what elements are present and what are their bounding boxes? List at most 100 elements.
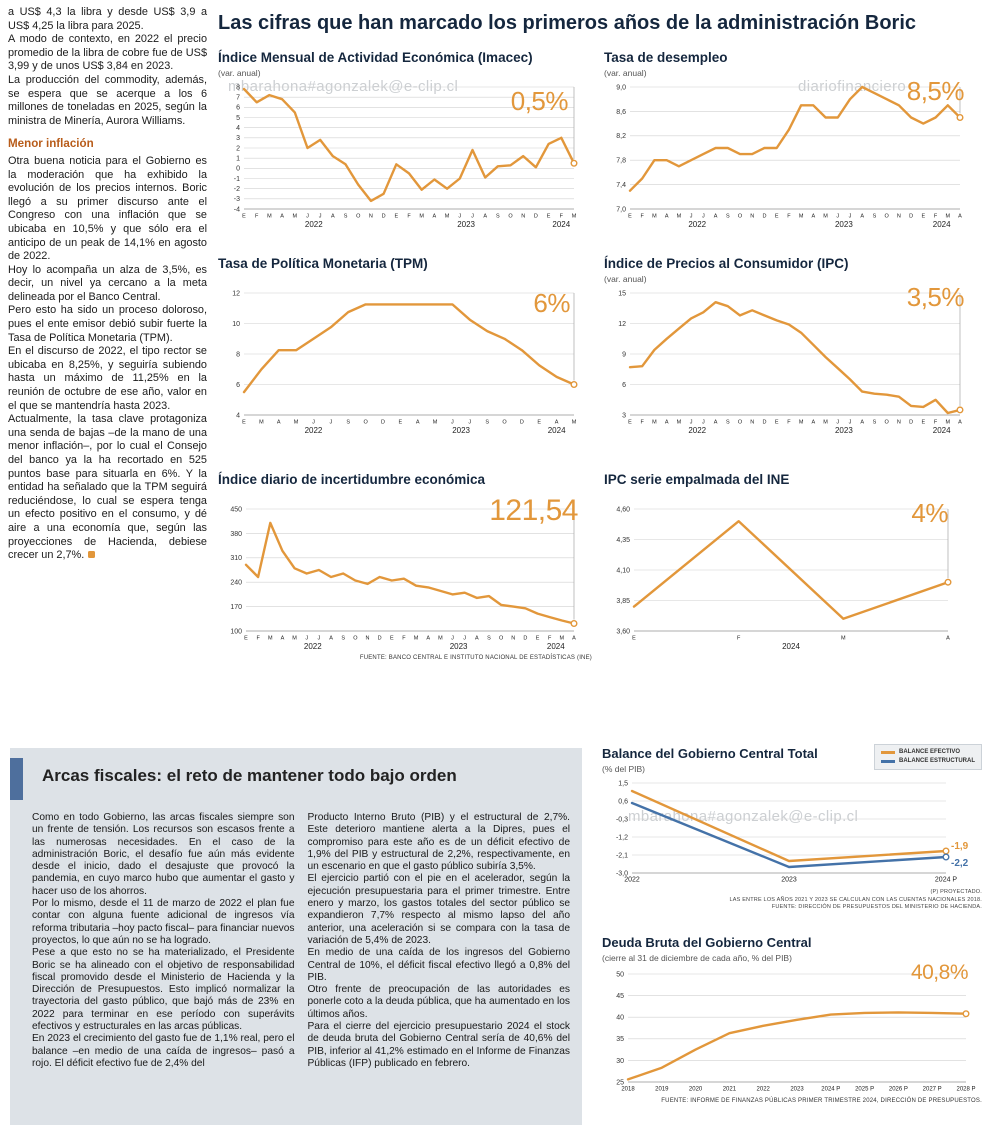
svg-text:N: N — [750, 214, 754, 220]
svg-text:A: A — [946, 636, 950, 642]
svg-text:D: D — [909, 420, 913, 426]
svg-text:M: M — [677, 214, 682, 220]
svg-text:M: M — [292, 214, 297, 220]
balance-chart-title: Balance del Gobierno Central Total — [602, 746, 818, 761]
svg-text:S: S — [346, 420, 350, 426]
svg-text:4,10: 4,10 — [616, 567, 630, 574]
svg-text:J: J — [690, 420, 693, 426]
svg-text:0,6: 0,6 — [618, 798, 628, 805]
svg-text:D: D — [378, 636, 382, 642]
svg-text:2022: 2022 — [624, 877, 640, 884]
svg-text:2024 P: 2024 P — [935, 877, 958, 884]
svg-text:7,8: 7,8 — [616, 158, 626, 165]
svg-text:7: 7 — [236, 95, 240, 102]
svg-text:-4: -4 — [234, 206, 240, 213]
svg-text:2023: 2023 — [452, 426, 470, 435]
legend-item-efectivo: BALANCE EFECTIVO — [881, 748, 975, 757]
svg-text:E: E — [775, 420, 779, 426]
article-end-marker-icon — [88, 551, 96, 559]
svg-text:M: M — [267, 214, 272, 220]
balance-chart-plot: 1,5 0,6 -0,3 -1,2 -2,1 -3,0 2022 2023 2024 P -1,9… — [602, 777, 982, 887]
article-body-text: Otra buena noticia para el Gobierno es l… — [8, 154, 207, 562]
svg-text:2024: 2024 — [547, 642, 565, 651]
svg-text:N: N — [897, 214, 901, 220]
svg-text:8,6: 8,6 — [616, 109, 626, 116]
incertidumbre-chart-plot: 450 380 310 240 170 100 E F M A M J J A S O N D E F M A M J J A S O… — [218, 503, 592, 653]
svg-text:E: E — [547, 214, 551, 220]
svg-text:J: J — [458, 214, 461, 220]
svg-text:N: N — [750, 420, 754, 426]
svg-text:O: O — [502, 420, 507, 426]
svg-text:M: M — [799, 420, 804, 426]
svg-text:O: O — [885, 214, 890, 220]
svg-text:2024: 2024 — [782, 642, 800, 651]
svg-text:2022: 2022 — [688, 220, 706, 229]
imacec-chart-title: Índice Mensual de Actividad Económica (I… — [218, 50, 533, 65]
svg-text:M: M — [294, 420, 299, 426]
svg-text:M: M — [560, 636, 565, 642]
svg-text:310: 310 — [230, 555, 242, 562]
svg-text:A: A — [665, 214, 669, 220]
svg-text:J: J — [849, 214, 852, 220]
svg-text:12: 12 — [618, 321, 626, 328]
svg-text:S: S — [485, 420, 489, 426]
svg-text:M: M — [823, 214, 828, 220]
svg-text:2023: 2023 — [835, 220, 853, 229]
svg-text:N: N — [511, 636, 515, 642]
deuda-chart-subtitle: (cierre al 31 de diciembre de cada año, … — [602, 953, 792, 963]
svg-text:2023: 2023 — [781, 877, 797, 884]
imacec-latest-value: 0,5% — [510, 86, 569, 116]
svg-text:O: O — [738, 214, 743, 220]
article-body: Otra buena noticia para el Gobierno es l… — [8, 155, 207, 563]
svg-text:J: J — [836, 214, 839, 220]
svg-text:2023: 2023 — [450, 642, 468, 651]
svg-text:M: M — [445, 214, 450, 220]
svg-text:2022: 2022 — [305, 426, 323, 435]
svg-text:-3: -3 — [234, 196, 240, 203]
desempleo-chart-plot: 9,0 8,6 8,2 7,8 7,4 7,0 E F M A M J J A S O N D E F M A M J J A S O… — [604, 81, 978, 231]
svg-text:M: M — [572, 214, 577, 220]
svg-text:J: J — [451, 420, 454, 426]
svg-text:M: M — [823, 420, 828, 426]
svg-text:2: 2 — [236, 145, 240, 152]
ipc-chart: Índice de Precios al Consumidor (IPC) (v… — [604, 256, 978, 437]
svg-text:A: A — [811, 420, 815, 426]
svg-text:15: 15 — [618, 290, 626, 297]
svg-text:50: 50 — [616, 971, 624, 978]
fiscal-column-1: Como en todo Gobierno, las arcas fiscale… — [32, 812, 295, 1069]
svg-text:D: D — [909, 214, 913, 220]
ipc-chart-title: Índice de Precios al Consumidor (IPC) — [604, 256, 849, 271]
svg-text:-1,9: -1,9 — [951, 841, 969, 852]
tpm-chart-subtitle — [218, 274, 592, 287]
svg-text:M: M — [259, 420, 264, 426]
svg-text:-1: -1 — [234, 176, 240, 183]
fiscal-section-panel: Arcas fiscales: el reto de mantener todo… — [10, 748, 582, 1125]
svg-text:F: F — [402, 636, 406, 642]
svg-text:E: E — [390, 636, 394, 642]
deuda-chart: Deuda Bruta del Gobierno Central (cierre… — [602, 935, 982, 1104]
svg-text:A: A — [958, 420, 962, 426]
svg-text:2024: 2024 — [933, 426, 951, 435]
svg-text:2024 P: 2024 P — [821, 1087, 840, 1093]
deuda-chart-title: Deuda Bruta del Gobierno Central — [602, 935, 812, 950]
svg-text:240: 240 — [230, 580, 242, 587]
svg-text:J: J — [690, 214, 693, 220]
svg-text:J: J — [849, 420, 852, 426]
imacec-chart: Índice Mensual de Actividad Económica (I… — [218, 50, 592, 231]
svg-text:E: E — [775, 214, 779, 220]
svg-text:D: D — [382, 214, 386, 220]
svg-text:8,2: 8,2 — [616, 133, 626, 140]
desempleo-chart-title: Tasa de desempleo — [604, 50, 728, 65]
ipc-empalmada-chart: IPC serie empalmada del INE 4,60 4,35 4,10… — [604, 472, 978, 653]
desempleo-latest-value: 8,5% — [906, 76, 965, 106]
svg-text:M: M — [799, 214, 804, 220]
svg-text:6: 6 — [236, 382, 240, 389]
footnote: FUENTE: DIRECCIÓN DE PRESUPUESTOS DEL MI… — [771, 904, 982, 910]
svg-text:E: E — [394, 214, 398, 220]
svg-text:M: M — [414, 636, 419, 642]
left-article-column: a US$ 4,3 la libra y desde US$ 3,9 a US$… — [8, 6, 207, 563]
svg-text:A: A — [475, 636, 479, 642]
svg-text:A: A — [331, 214, 335, 220]
svg-text:M: M — [268, 636, 273, 642]
svg-text:100: 100 — [230, 628, 242, 635]
